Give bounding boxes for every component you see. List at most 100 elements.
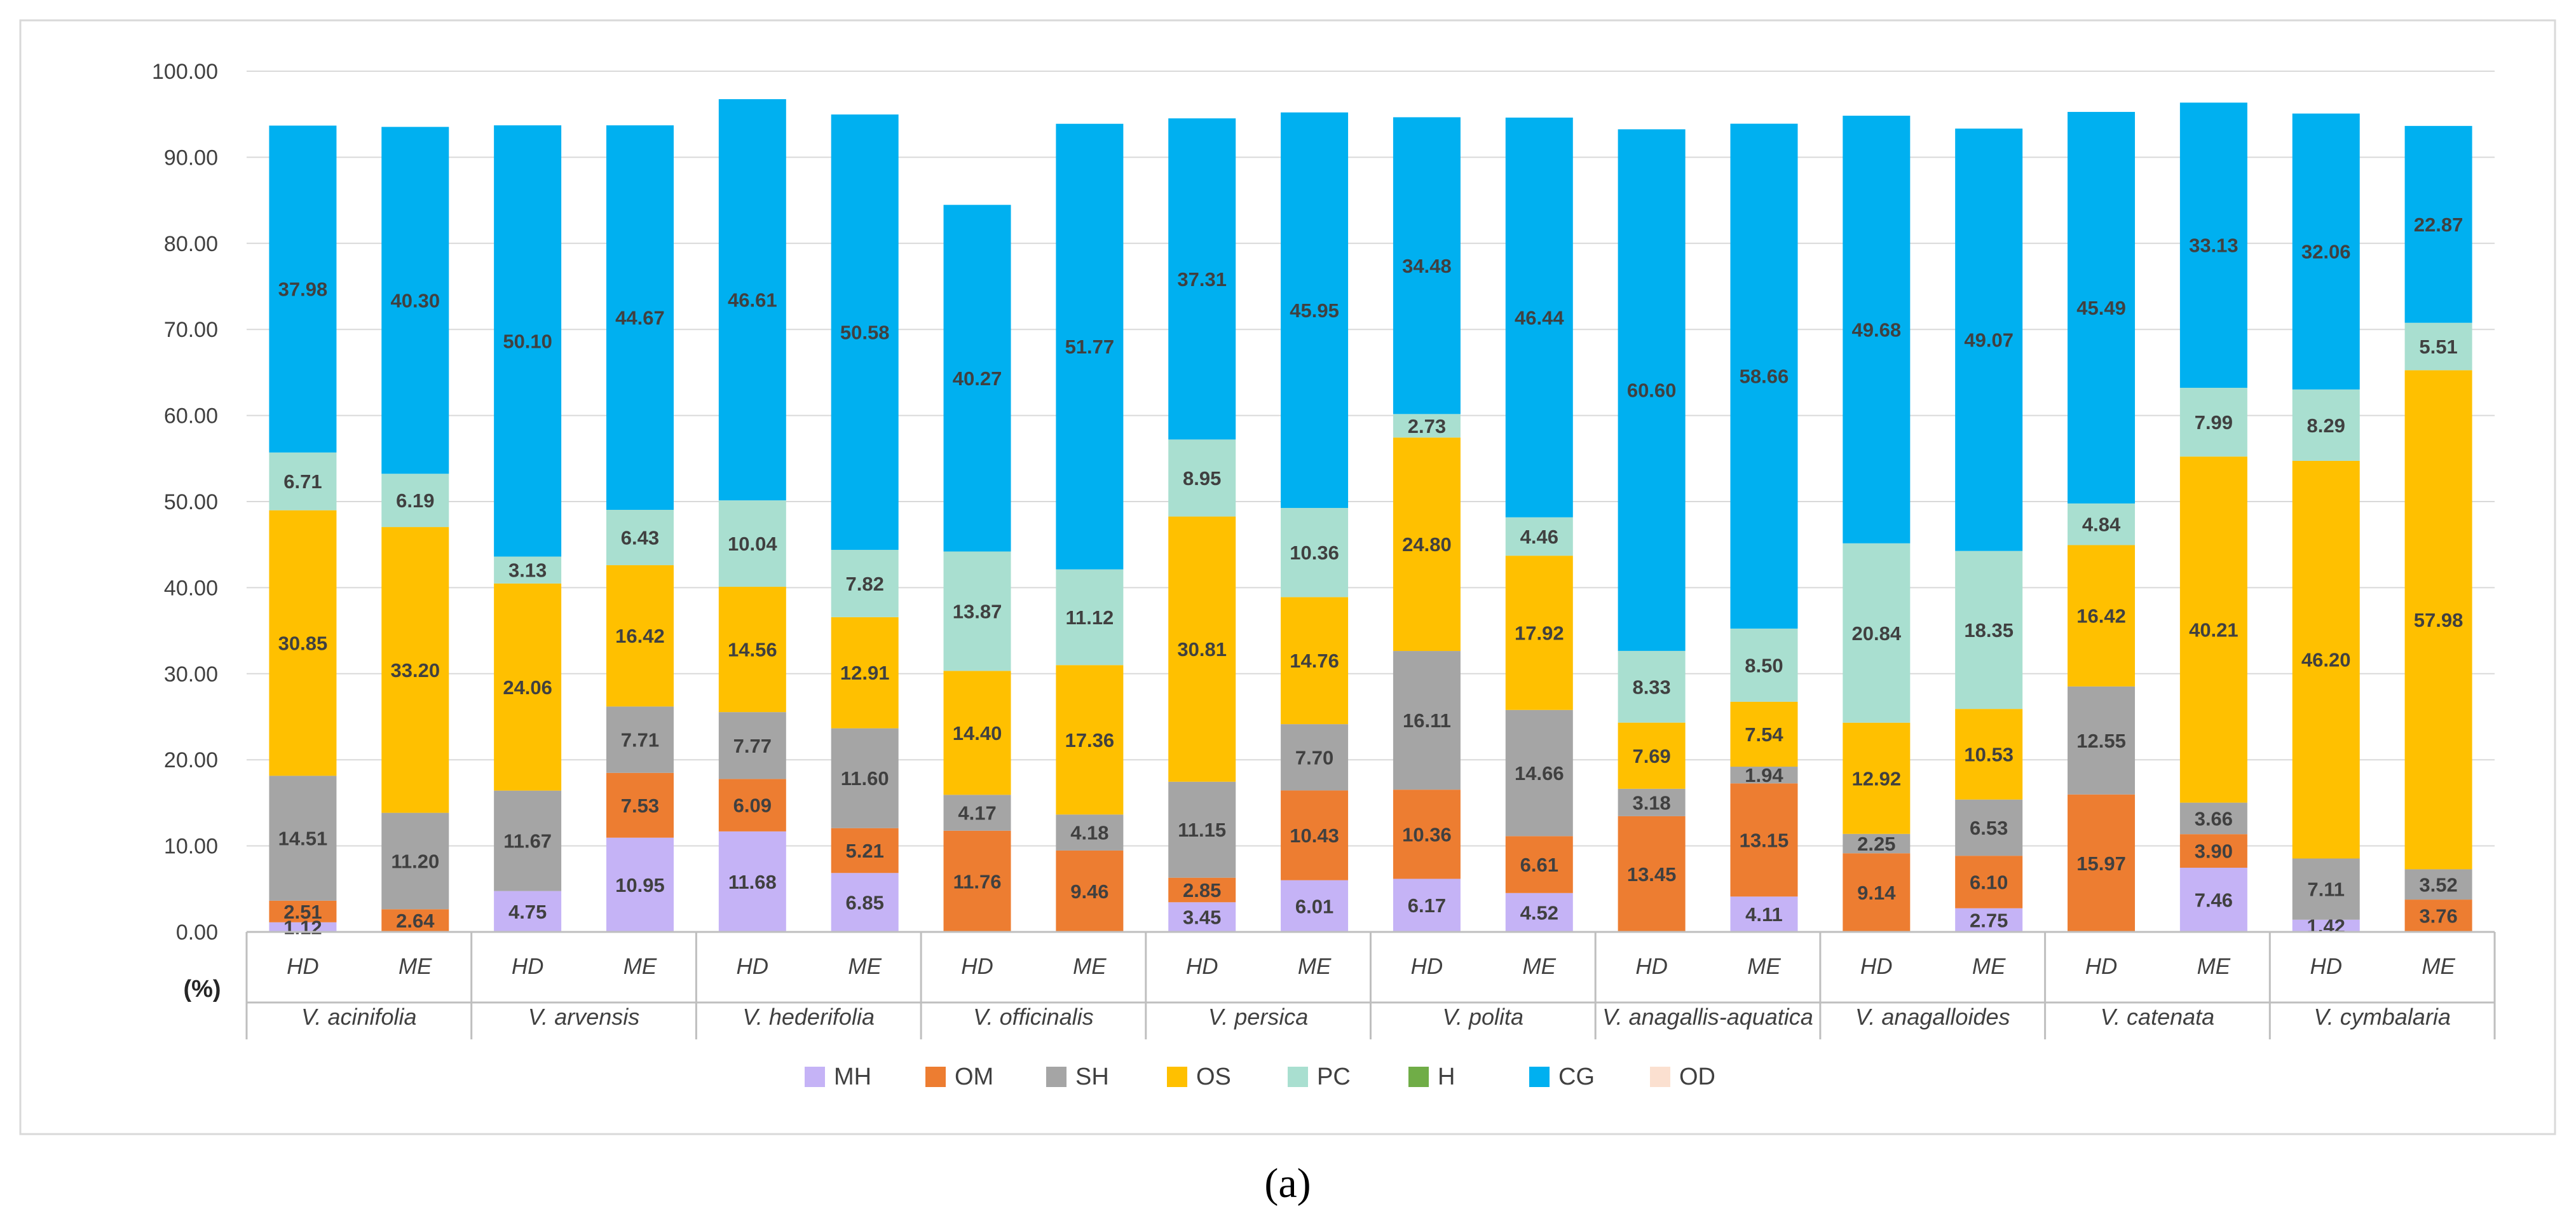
data-label: 1.42	[2307, 915, 2345, 937]
bar-segment-sh	[718, 712, 786, 779]
legend-label-h: H	[1438, 1064, 1455, 1090]
bar-segment-mh	[718, 831, 786, 932]
y-tick-label: 50.00	[164, 490, 218, 514]
bar-segment-pc	[2179, 388, 2247, 457]
bar-segment-mh	[2292, 919, 2360, 932]
y-tick-label: 70.00	[164, 318, 218, 342]
data-label: 7.54	[1745, 723, 1783, 746]
data-label: 2.64	[396, 910, 435, 932]
data-label: 11.60	[841, 767, 889, 790]
group-label: V. polita	[1443, 1004, 1523, 1030]
bar-segment-om	[1505, 836, 1573, 893]
data-label: 16.11	[1403, 709, 1451, 732]
data-label: 2.73	[1408, 415, 1446, 437]
bar-segment-os	[1281, 597, 1349, 725]
group-label: V. officinalis	[973, 1004, 1093, 1030]
data-label: 5.51	[2419, 336, 2457, 358]
bar-segment-sh	[943, 795, 1011, 831]
data-label: 14.51	[278, 828, 328, 850]
data-labels: 1.122.51 14.51 30.85 6.71 37.98 2.64 11.20 33.2…	[278, 214, 2464, 938]
group-label: V. hederifolia	[743, 1004, 875, 1030]
data-label: 24.06	[503, 676, 552, 699]
data-label: 49.07	[1964, 329, 2014, 352]
bar-segment-cg	[2292, 113, 2360, 390]
data-label: 8.29	[2307, 414, 2345, 437]
bar-segment-cg	[606, 125, 674, 510]
bar-segment-cg	[2179, 102, 2247, 388]
x-tick-label: ME	[2422, 954, 2455, 979]
group-label: V. persica	[1208, 1004, 1308, 1030]
bar-segment-om	[1618, 816, 1686, 932]
bar-segment-mh	[1168, 902, 1236, 932]
bar-segment-pc	[606, 509, 674, 566]
bar-segment-om	[2404, 900, 2472, 932]
data-label: 46.61	[728, 289, 777, 311]
data-label: 11.68	[728, 871, 777, 893]
data-label: 40.30	[390, 289, 440, 311]
bar-segment-cg	[494, 125, 562, 557]
bar-segment-sh	[2292, 858, 2360, 920]
data-label: 6.85	[846, 892, 884, 914]
data-label: 33.20	[390, 659, 440, 681]
bar-segment-pc	[718, 500, 786, 587]
legend-swatch-om	[925, 1067, 946, 1087]
data-label: 11.67	[503, 830, 552, 852]
data-label: 8.33	[1632, 676, 1670, 698]
bar-segment-om	[2068, 794, 2136, 932]
data-label: 4.11	[1745, 903, 1783, 926]
data-label: 6.61	[1520, 854, 1558, 876]
data-label: 7.82	[846, 573, 884, 595]
data-label: 9.46	[1070, 880, 1108, 903]
bar-segment-sh	[1168, 781, 1236, 878]
data-label: 4.75	[508, 901, 547, 923]
x-tick-label: ME	[2197, 954, 2231, 979]
y-tick-label: 20.00	[164, 748, 218, 772]
bar-segment-cg	[1393, 117, 1461, 414]
x-tick-label: HD	[737, 954, 769, 979]
bar-segment-cg	[381, 127, 449, 474]
data-label: 12.92	[1852, 767, 1902, 790]
y-unit-label: (%)	[183, 976, 221, 1002]
data-label: 37.31	[1177, 268, 1227, 291]
data-label: 3.76	[2419, 905, 2457, 927]
data-label: 32.06	[2301, 241, 2351, 263]
bar-segment-sh	[1281, 724, 1349, 791]
bar-segment-mh	[606, 837, 674, 932]
bar-segment-os	[1955, 709, 2023, 800]
data-label: 4.84	[2082, 514, 2121, 536]
bar-segment-cg	[1730, 123, 1798, 629]
bar-segment-pc	[1843, 543, 1911, 723]
bar-segment-cg	[1618, 129, 1686, 651]
bar-segment-om	[831, 828, 899, 873]
data-label: 11.20	[391, 850, 439, 872]
bar-segment-mh	[269, 922, 337, 932]
data-label: 6.01	[1295, 895, 1333, 917]
data-label: 3.52	[2419, 873, 2457, 896]
data-label: 12.91	[840, 662, 890, 684]
bar-segment-om	[1281, 790, 1349, 880]
data-label: 49.68	[1852, 318, 1902, 341]
data-label: 45.49	[2076, 297, 2126, 319]
data-label: 3.18	[1632, 791, 1670, 814]
data-label: 17.36	[1065, 729, 1115, 751]
bars	[269, 99, 2472, 932]
bar-segment-pc	[1393, 414, 1461, 438]
bar-segment-os	[1505, 556, 1573, 710]
legend-swatch-od	[1650, 1067, 1670, 1087]
bar-segment-cg	[831, 114, 899, 550]
data-label: 2.85	[1183, 879, 1221, 901]
bar-segment-sh	[2068, 686, 2136, 795]
data-label: 6.53	[1970, 817, 2008, 839]
y-tick-label: 90.00	[164, 146, 218, 170]
bar-segment-sh	[269, 776, 337, 901]
bar-segment-sh	[494, 790, 562, 891]
bar-segment-om	[269, 900, 337, 922]
bar-segment-cg	[1843, 116, 1911, 544]
bar-segment-mh	[1955, 908, 2023, 932]
bar-segment-os	[2179, 456, 2247, 803]
bar-segment-om	[1843, 853, 1911, 932]
data-label: 11.12	[1065, 606, 1114, 629]
legend-swatch-cg	[1529, 1067, 1550, 1087]
data-label: 9.14	[1857, 882, 1896, 904]
bar-segment-sh	[2179, 802, 2247, 835]
